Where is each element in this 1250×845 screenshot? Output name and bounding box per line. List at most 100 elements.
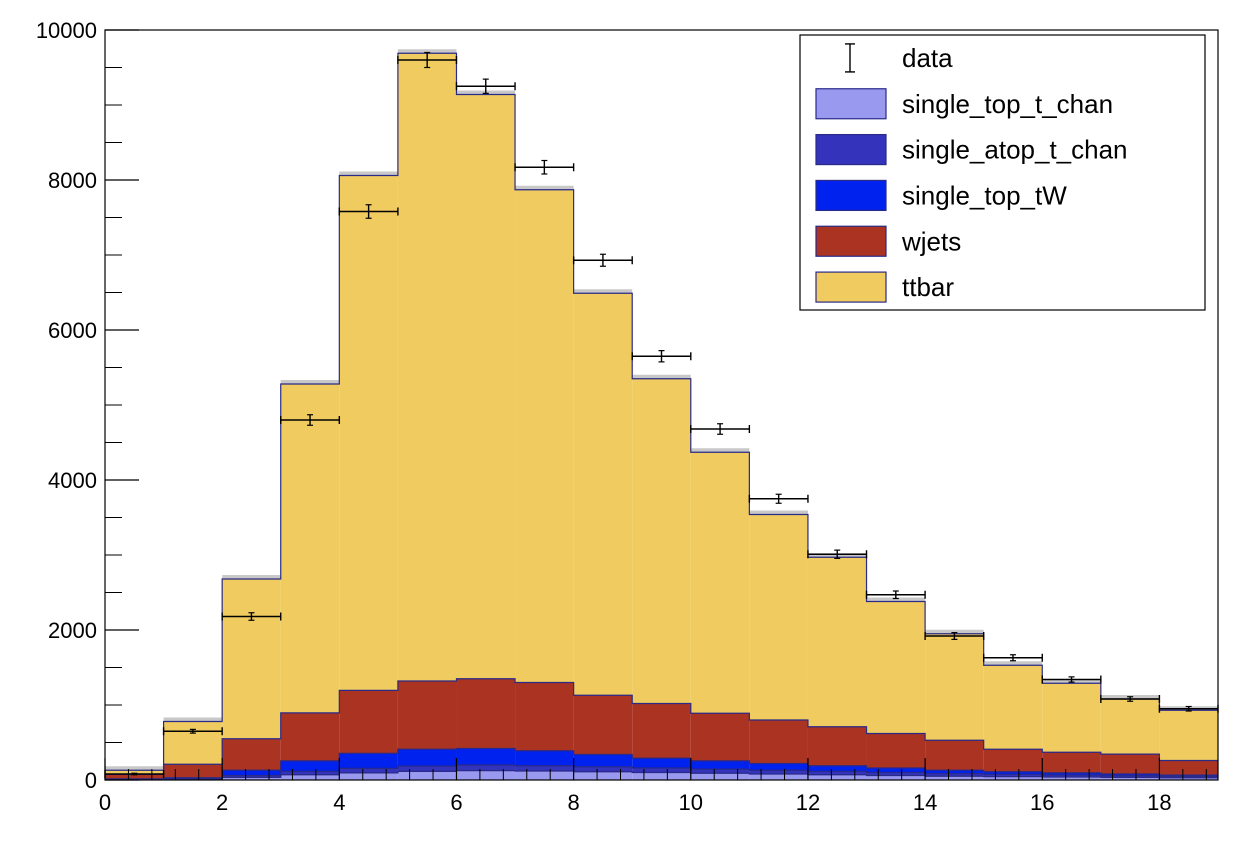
legend-entry-single_top_t_chan: single_top_t_chan (816, 89, 1113, 119)
bar-single_top_tW-bin-13 (867, 768, 926, 773)
bar-ttbar-bin-8 (574, 293, 633, 695)
bar-wjets-bin-7 (515, 683, 574, 751)
legend-label: single_top_t_chan (902, 89, 1113, 119)
bar-ttbar-bin-16 (1042, 683, 1101, 752)
bar-ttbar-bin-17 (1101, 699, 1160, 754)
bar-ttbar-bin-13 (867, 602, 926, 734)
legend-label: single_atop_t_chan (902, 135, 1128, 165)
x-tick-label: 6 (450, 790, 462, 815)
legend-box (800, 35, 1205, 310)
data-point-bin-7 (515, 161, 574, 175)
bar-wjets-bin-13 (867, 734, 926, 769)
bar-wjets-bin-11 (749, 720, 808, 764)
bar-ttbar-bin-1 (164, 722, 223, 765)
bar-single_top_t_chan-bin-4 (339, 773, 398, 780)
x-tick-label: 14 (913, 790, 937, 815)
y-tick-label: 8000 (48, 168, 97, 193)
legend-swatch (816, 272, 886, 302)
bar-wjets-bin-9 (632, 704, 691, 759)
bar-ttbar-bin-11 (749, 515, 808, 721)
bar-single_top_t_chan-bin-12 (808, 775, 867, 780)
bar-single_atop_t_chan-bin-4 (339, 768, 398, 773)
y-tick-label: 4000 (48, 468, 97, 493)
legend-swatch (816, 226, 886, 256)
bar-single_top_t_chan-bin-6 (456, 771, 515, 780)
bar-ttbar-bin-9 (632, 379, 691, 704)
bar-ttbar-bin-4 (339, 176, 398, 691)
bar-wjets-bin-2 (222, 739, 281, 771)
x-tick-label: 2 (216, 790, 228, 815)
bar-single_top_tW-bin-7 (515, 751, 574, 766)
x-tick-label: 8 (568, 790, 580, 815)
legend-entry-single_atop_t_chan: single_atop_t_chan (816, 135, 1128, 165)
bar-ttbar-bin-3 (281, 384, 340, 713)
y-tick-label: 0 (85, 768, 97, 793)
bar-single_top_t_chan-bin-8 (574, 772, 633, 780)
y-tick-label: 6000 (48, 318, 97, 343)
legend-label: data (902, 43, 953, 73)
bar-wjets-bin-6 (456, 679, 515, 749)
bar-wjets-bin-17 (1101, 754, 1160, 774)
bar-single_top_t_chan-bin-7 (515, 771, 574, 780)
bar-ttbar-bin-6 (456, 95, 515, 679)
data-point-bin-11 (749, 494, 808, 503)
bar-single_top_tW-bin-2 (222, 770, 281, 775)
bar-single_top_tW-bin-4 (339, 753, 398, 768)
legend-swatch (816, 89, 886, 119)
bar-wjets-bin-14 (925, 740, 984, 770)
bar-single_top_t_chan-bin-11 (749, 774, 808, 780)
bar-wjets-bin-15 (984, 749, 1043, 772)
bar-wjets-bin-3 (281, 713, 340, 761)
legend-swatch (816, 135, 886, 165)
x-tick-label: 18 (1147, 790, 1171, 815)
bar-single_top_tW-bin-3 (281, 761, 340, 772)
y-tick-label: 10000 (36, 18, 97, 43)
x-tick-label: 16 (1030, 790, 1054, 815)
bar-single_atop_t_chan-bin-8 (574, 767, 633, 772)
data-point-bin-9 (632, 351, 691, 362)
data-point-bin-8 (574, 254, 633, 266)
bar-ttbar-bin-5 (398, 53, 457, 681)
legend-label: wjets (901, 226, 961, 256)
bar-single_atop_t_chan-bin-9 (632, 768, 691, 773)
bar-wjets-bin-5 (398, 681, 457, 749)
bar-single_top_tW-bin-9 (632, 758, 691, 768)
bar-single_atop_t_chan-bin-5 (398, 766, 457, 771)
legend: data single_top_t_chan single_atop_t_chans… (800, 35, 1205, 310)
bar-wjets-bin-4 (339, 690, 398, 753)
bar-wjets-bin-16 (1042, 752, 1101, 773)
bar-wjets-bin-8 (574, 695, 633, 754)
bar-single_top_tW-bin-6 (456, 749, 515, 766)
legend-label: ttbar (902, 272, 954, 302)
bar-single_top_t_chan-bin-13 (867, 776, 926, 781)
bar-single_atop_t_chan-bin-6 (456, 765, 515, 771)
bar-ttbar-bin-2 (222, 579, 281, 739)
bar-single_top_t_chan-bin-3 (281, 775, 340, 780)
bar-single_atop_t_chan-bin-7 (515, 766, 574, 771)
legend-swatch (816, 180, 886, 210)
legend-entry-ttbar: ttbar (816, 272, 954, 302)
bar-ttbar-bin-7 (515, 190, 574, 683)
bar-single_top_tW-bin-8 (574, 755, 633, 767)
bar-ttbar-bin-15 (984, 665, 1043, 749)
bar-single_top_tW-bin-10 (691, 761, 750, 769)
bar-single_atop_t_chan-bin-10 (691, 769, 750, 773)
bar-wjets-bin-12 (808, 727, 867, 766)
bar-single_top_t_chan-bin-5 (398, 771, 457, 780)
bar-wjets-bin-10 (691, 713, 750, 761)
y-tick-label: 2000 (48, 618, 97, 643)
bar-single_top_t_chan-bin-10 (691, 773, 750, 780)
bar-single_top_tW-bin-5 (398, 749, 457, 766)
bar-ttbar-bin-14 (925, 634, 984, 741)
legend-label: single_top_tW (902, 180, 1067, 210)
data-point-bin-15 (984, 654, 1043, 662)
x-tick-label: 0 (99, 790, 111, 815)
x-tick-label: 4 (333, 790, 345, 815)
bar-ttbar-bin-10 (691, 452, 750, 713)
bar-wjets-bin-18 (1159, 761, 1218, 776)
bar-wjets-bin-1 (164, 764, 223, 778)
legend-entry-single_top_tW: single_top_tW (816, 180, 1067, 210)
bar-single_top_t_chan-bin-9 (632, 773, 691, 781)
